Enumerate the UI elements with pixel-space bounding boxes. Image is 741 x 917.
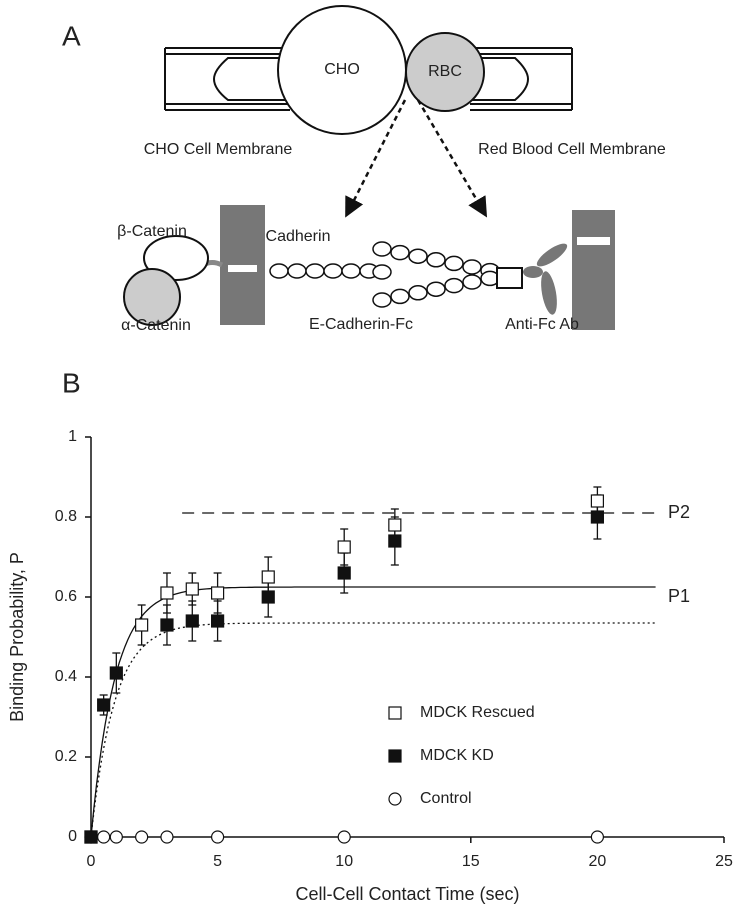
alpha-catenin <box>123 268 181 326</box>
point <box>135 830 149 844</box>
right-pipette <box>470 47 573 111</box>
x-tick-label: 0 <box>87 853 96 870</box>
rbc-membrane-label: Red Blood Cell Membrane <box>478 141 666 158</box>
legend-marker <box>388 792 402 806</box>
domain <box>372 241 392 257</box>
point <box>211 614 225 628</box>
point <box>590 510 605 524</box>
x-tick-label: 15 <box>462 853 480 870</box>
left-pipette <box>164 47 290 111</box>
cadherin-chains <box>269 241 500 308</box>
antibody <box>523 243 568 315</box>
domain <box>372 264 392 280</box>
domain <box>408 285 428 301</box>
panel-label: B <box>62 367 81 398</box>
point <box>590 830 605 844</box>
domain <box>444 255 464 272</box>
point <box>337 830 351 844</box>
y-tick-label: 0.4 <box>55 668 77 685</box>
rbc-cell <box>405 32 485 112</box>
point <box>135 618 149 632</box>
rbc-membrane <box>572 210 615 330</box>
domain <box>408 248 428 264</box>
domain <box>462 274 482 290</box>
domain <box>323 263 343 279</box>
beta-catenin-label: β-Catenin <box>117 223 187 240</box>
point <box>109 666 123 680</box>
legend-marker <box>388 706 402 720</box>
panel-label: A <box>62 20 81 51</box>
point <box>185 614 199 628</box>
cho-membrane-label: CHO Cell Membrane <box>144 141 293 158</box>
x-tick-label: 10 <box>335 853 353 870</box>
point <box>211 830 225 844</box>
point <box>337 540 351 554</box>
point <box>97 830 111 844</box>
domain <box>269 263 289 279</box>
y-tick-label: 1 <box>68 428 77 445</box>
point <box>388 518 402 532</box>
domain <box>426 281 446 297</box>
legend-label: MDCK KD <box>420 747 494 764</box>
legend-marker <box>388 749 402 763</box>
point <box>261 590 275 604</box>
y-tick-label: 0.2 <box>55 748 77 765</box>
alpha-catenin-label: α-Catenin <box>121 317 191 334</box>
point <box>84 830 98 844</box>
point <box>261 570 275 584</box>
domain <box>444 277 464 294</box>
arrow <box>345 99 407 218</box>
annotation: P2 <box>668 502 690 522</box>
domain <box>372 292 392 308</box>
point <box>160 830 174 844</box>
anti-fc-label: Anti-Fc Ab <box>505 316 579 333</box>
point <box>388 534 402 548</box>
membrane-band <box>577 237 610 245</box>
fc-domain <box>496 267 523 289</box>
point <box>590 494 605 508</box>
membrane-band <box>228 265 257 272</box>
beta-catenin <box>143 235 209 281</box>
point <box>337 566 351 580</box>
y-axis-label: Binding Probability, P <box>7 552 27 722</box>
domain <box>287 263 307 279</box>
domain <box>390 288 410 305</box>
y-tick-label: 0.6 <box>55 588 77 605</box>
domain <box>341 263 361 279</box>
domain <box>462 259 482 275</box>
x-tick-label: 25 <box>715 853 733 870</box>
point <box>109 830 123 844</box>
fit-curve <box>90 622 656 838</box>
legend-label: MDCK Rescued <box>420 704 535 721</box>
cadherin-label: Cadherin <box>266 228 331 245</box>
point <box>160 618 174 632</box>
point <box>185 582 199 596</box>
diagram: A CHO RBC CHO Cell Membrane Red Blood Ce… <box>62 5 666 334</box>
annotation: P1 <box>668 586 690 606</box>
point <box>211 586 225 600</box>
rbc-label: RBC <box>428 63 462 80</box>
arrow <box>416 99 488 218</box>
point <box>160 586 174 600</box>
legend-label: Control <box>420 790 472 807</box>
domain <box>390 244 410 261</box>
domain <box>426 252 446 268</box>
point <box>97 698 111 712</box>
ecadherin-fc-label: E-Cadherin-Fc <box>309 316 413 333</box>
cho-label: CHO <box>324 61 360 78</box>
y-tick-label: 0.8 <box>55 508 77 525</box>
domain <box>305 263 325 279</box>
x-axis-label: Cell-Cell Contact Time (sec) <box>295 884 519 904</box>
x-tick-label: 5 <box>213 853 222 870</box>
x-tick-label: 20 <box>589 853 607 870</box>
fit-curve <box>90 586 656 838</box>
y-tick-label: 0 <box>68 828 77 845</box>
